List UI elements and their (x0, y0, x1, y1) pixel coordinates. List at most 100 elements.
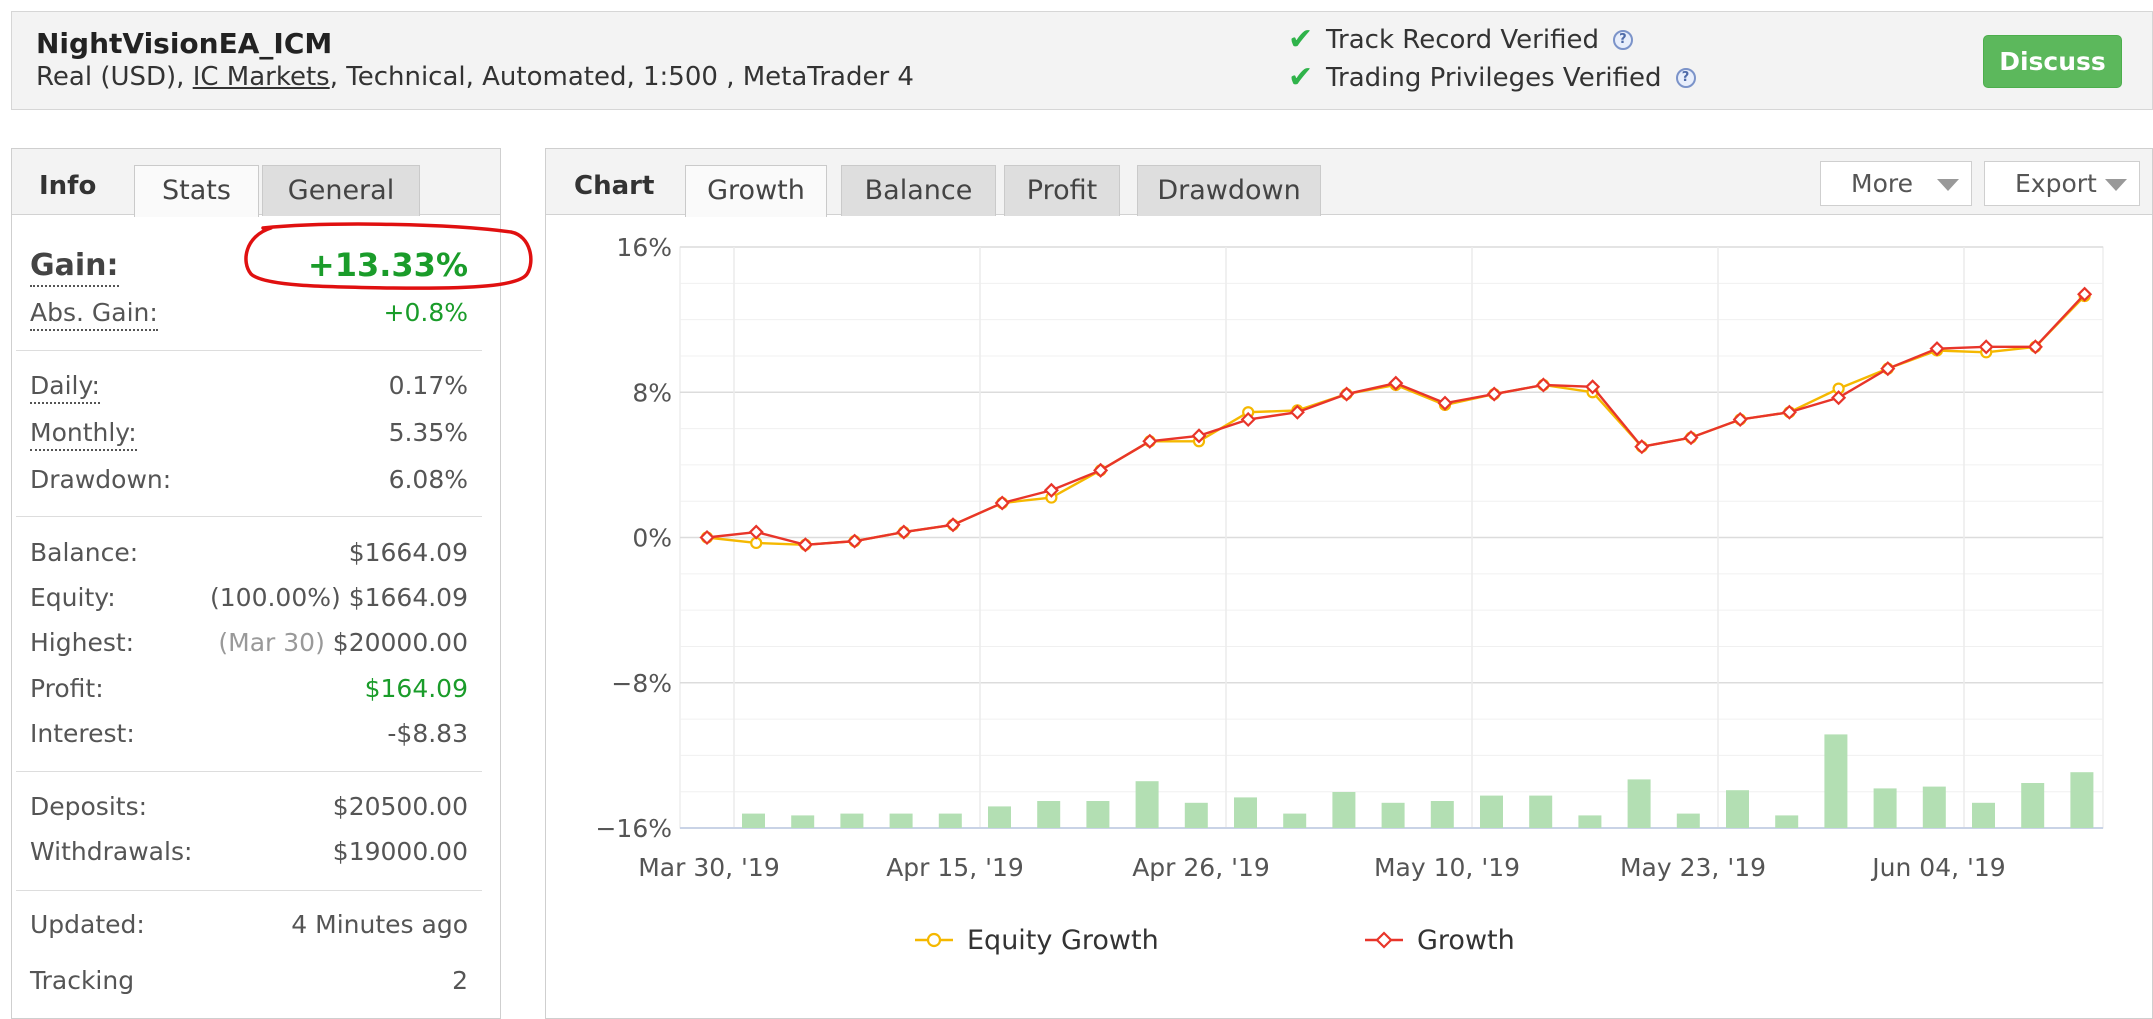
growth-point (748, 524, 764, 540)
interest-label: Interest: (30, 719, 135, 748)
system-meta: Real (USD), IC Markets, Technical, Autom… (36, 62, 914, 92)
tracking-value: 2 (452, 966, 468, 995)
divider (16, 516, 482, 517)
stat-drawdown: Drawdown: 6.08% (30, 465, 468, 499)
tab-stats[interactable]: Stats (134, 165, 259, 217)
stat-profit: Profit: $164.09 (30, 674, 468, 708)
withdrawals-value: $19000.00 (332, 837, 468, 866)
bar (1873, 788, 1897, 828)
deposits-value: $20500.00 (332, 792, 468, 821)
caret-down-icon (1937, 179, 1959, 191)
bar (889, 813, 913, 828)
bar (1529, 795, 1553, 828)
growth-point (1043, 482, 1059, 498)
growth-point (1781, 404, 1797, 420)
tab-profit[interactable]: Profit (1004, 165, 1120, 216)
updated-label: Updated: (30, 910, 145, 939)
bar (1086, 801, 1110, 828)
growth-point (1339, 386, 1355, 402)
bar (2070, 772, 2094, 828)
growth-point (994, 495, 1010, 511)
updated-value: 4 Minutes ago (291, 910, 468, 939)
equity-value: (100.00%) $1664.09 (210, 583, 468, 612)
chart-legend: Equity Growth Growth (915, 925, 1515, 956)
info-panel: Info Stats General (11, 148, 501, 1019)
bar (1775, 815, 1799, 828)
export-label: Export (2015, 169, 2097, 198)
help-icon[interactable]: ? (1612, 29, 1633, 50)
bar (1037, 801, 1061, 828)
stat-tracking: Tracking 2 (30, 966, 468, 1000)
y-tick-label: 8% (632, 378, 672, 407)
chart-grid (679, 246, 2104, 829)
growth-point (2077, 286, 2093, 302)
help-icon[interactable]: ? (1675, 67, 1696, 88)
bar (1676, 813, 1700, 828)
equity-label: Equity: (30, 583, 116, 612)
broker-link[interactable]: IC Markets (192, 62, 330, 92)
bar (988, 806, 1011, 828)
x-tick-label: May 23, '19 (1620, 853, 1766, 882)
growth-point (1437, 395, 1453, 411)
bar (1922, 786, 1946, 828)
system-name: NightVisionEA_ICM (36, 27, 333, 60)
growth-point (847, 533, 863, 549)
bar (791, 815, 815, 828)
tab-general[interactable]: General (262, 165, 420, 216)
daily-label[interactable]: Daily: (30, 371, 100, 404)
y-tick-label: 16% (616, 233, 672, 262)
divider (16, 890, 482, 891)
abs-gain-label[interactable]: Abs. Gain: (30, 298, 158, 331)
monthly-label[interactable]: Monthly: (30, 418, 137, 451)
bar (1726, 790, 1749, 828)
bar (2021, 783, 2045, 828)
export-dropdown[interactable]: Export (1984, 161, 2140, 206)
checkmark-icon: ✔ (1288, 22, 1314, 57)
stat-updated: Updated: 4 Minutes ago (30, 910, 468, 944)
divider (16, 771, 482, 772)
growth-point (945, 517, 961, 533)
bar (1381, 802, 1405, 828)
info-tabbar: Info Stats General (12, 149, 500, 217)
divider (16, 350, 482, 351)
bar (1184, 802, 1208, 828)
stat-withdrawals: Withdrawals: $19000.00 (30, 837, 468, 871)
growth-point (1978, 339, 1994, 355)
stat-monthly: Monthly: 5.35% (30, 418, 468, 452)
drawdown-label: Drawdown: (30, 465, 172, 494)
highest-label: Highest: (30, 628, 135, 657)
growth-point (797, 537, 813, 553)
growth-point (699, 529, 715, 546)
bar (742, 813, 765, 828)
profit-label: Profit: (30, 674, 104, 703)
meta-suffix: , Technical, Automated, 1:500 , MetaTrad… (329, 62, 914, 92)
tab-growth[interactable]: Growth (685, 165, 827, 217)
legend-marker (926, 932, 942, 948)
bar (1627, 779, 1651, 828)
growth-point (1831, 390, 1847, 406)
trading-privileges-verified: ✔ Trading Privileges Verified ? (1288, 60, 1696, 95)
discuss-button[interactable]: Discuss (1983, 35, 2122, 88)
caret-down-icon (2105, 179, 2127, 191)
daily-value: 0.17% (388, 371, 468, 400)
bar (1332, 792, 1356, 828)
growth-point (1634, 439, 1650, 455)
chart-tabbar: Chart Growth Balance Profit Drawdown (546, 149, 2152, 217)
verification-label: Trading Privileges Verified (1326, 62, 1662, 93)
more-label: More (1851, 169, 1913, 198)
deposits-label: Deposits: (30, 792, 148, 821)
growth-point (1388, 375, 1404, 391)
tab-balance[interactable]: Balance (841, 165, 996, 216)
highlight-circle (244, 222, 533, 290)
equity-percent: (100.00%) (210, 583, 341, 612)
abs-gain-value: +0.8% (383, 298, 468, 327)
more-dropdown[interactable]: More (1820, 161, 1972, 206)
tab-drawdown[interactable]: Drawdown (1137, 165, 1321, 216)
chart-axes: 16% 8% 0% −8% −16% Mar 30, '19 Apr 15, '19 Apr … (595, 233, 2005, 882)
gain-label[interactable]: Gain: (30, 248, 119, 287)
meta-prefix: Real (USD), (36, 62, 193, 92)
drawdown-value: 6.08% (388, 465, 468, 494)
equity-amount: $1664.09 (348, 583, 468, 612)
x-tick-label: Jun 04, '19 (1870, 853, 2005, 882)
